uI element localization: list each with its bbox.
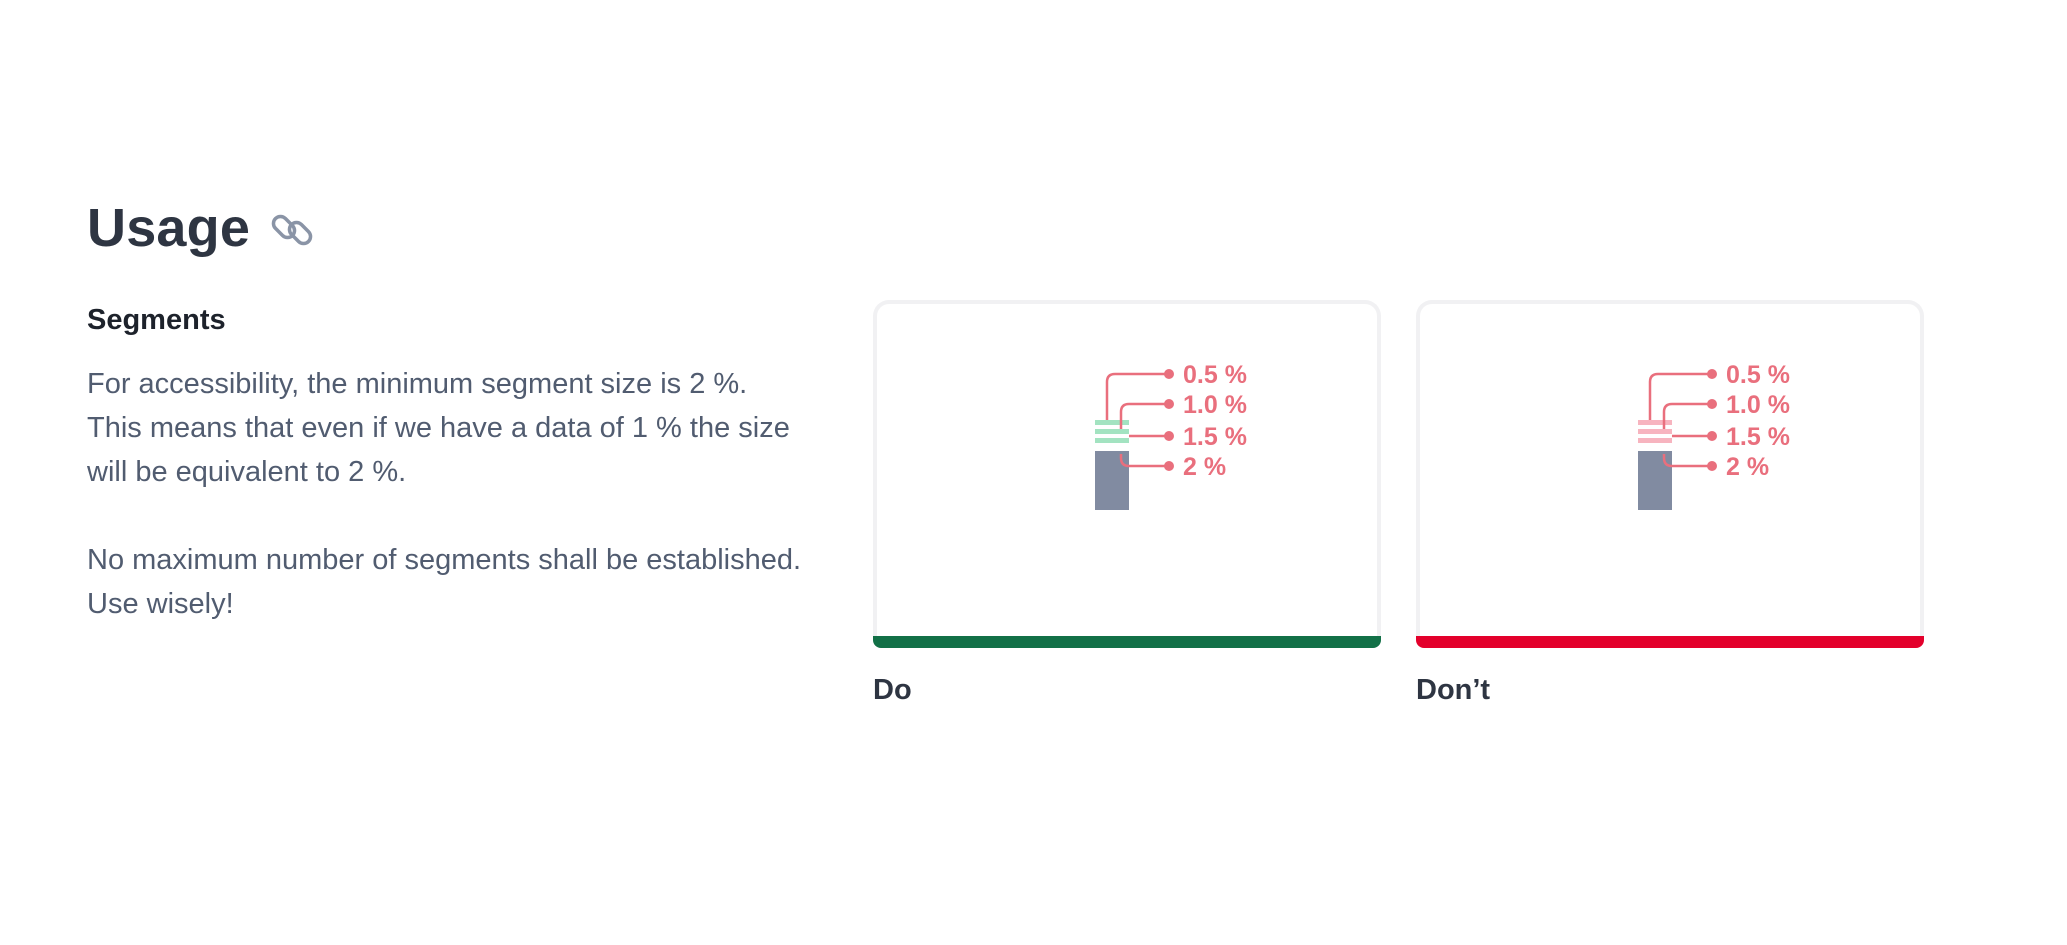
dont-small-segment-2 — [1638, 429, 1672, 434]
do-example-card: 0.5 % 1.0 % 1.5 % 2 % — [873, 300, 1381, 636]
dont-callout-dot-1 — [1707, 369, 1717, 379]
do-label-4: 2 % — [1183, 453, 1226, 481]
dont-stacked-bar — [1638, 420, 1672, 510]
dont-callout-dot-2 — [1707, 399, 1717, 409]
do-callout-lines — [1105, 372, 1167, 468]
dont-example-illustration: 0.5 % 1.0 % 1.5 % 2 % — [1638, 361, 1790, 510]
dont-callout-dot-4 — [1707, 461, 1717, 471]
do-callout-dot-4 — [1164, 461, 1174, 471]
do-caption: Do — [873, 674, 912, 706]
dont-callout-dot-3 — [1707, 431, 1717, 441]
link-icon[interactable] — [270, 207, 316, 253]
do-callout-dot-3 — [1164, 431, 1174, 441]
do-stacked-bar — [1095, 420, 1129, 510]
segments-paragraph-1: For accessibility, the minimum segment s… — [87, 368, 790, 488]
do-callout-dot-2 — [1164, 399, 1174, 409]
link-icon-graphic — [271, 214, 313, 246]
do-callout-dot-1 — [1164, 369, 1174, 379]
do-small-segment-1 — [1095, 420, 1129, 425]
dont-status-bar — [1416, 636, 1924, 648]
do-small-segment-2 — [1095, 429, 1129, 434]
dont-base-segment — [1638, 451, 1672, 510]
segments-description: Segments For accessibility, the minimum … — [87, 300, 807, 626]
segments-paragraph-2: No maximum number of segments shall be e… — [87, 544, 802, 620]
dont-caption: Don’t — [1416, 674, 1491, 706]
do-label-2: 1.0 % — [1183, 391, 1247, 419]
do-status-bar — [873, 636, 1381, 648]
section-heading: Usage — [87, 192, 316, 264]
dont-label-2: 1.0 % — [1726, 391, 1790, 419]
do-example: 0.5 % 1.0 % 1.5 % 2 % Do — [873, 300, 1381, 707]
dont-label-3: 1.5 % — [1726, 423, 1790, 451]
do-base-segment — [1095, 451, 1129, 510]
dont-label-1: 0.5 % — [1726, 361, 1790, 389]
do-small-segment-3 — [1095, 438, 1129, 443]
do-label-1: 0.5 % — [1183, 361, 1247, 389]
do-label-3: 1.5 % — [1183, 423, 1247, 451]
dont-small-segment-3 — [1638, 438, 1672, 443]
do-example-illustration: 0.5 % 1.0 % 1.5 % 2 % — [1095, 361, 1247, 510]
segments-heading: Segments — [87, 304, 226, 336]
dont-label-4: 2 % — [1726, 453, 1769, 481]
page-title: Usage — [87, 198, 251, 258]
dont-small-segment-1 — [1638, 420, 1672, 425]
dont-example: 0.5 % 1.0 % 1.5 % 2 % Don’t — [1416, 300, 1924, 707]
dont-callout-lines — [1648, 372, 1710, 468]
dont-example-card: 0.5 % 1.0 % 1.5 % 2 % — [1416, 300, 1924, 636]
